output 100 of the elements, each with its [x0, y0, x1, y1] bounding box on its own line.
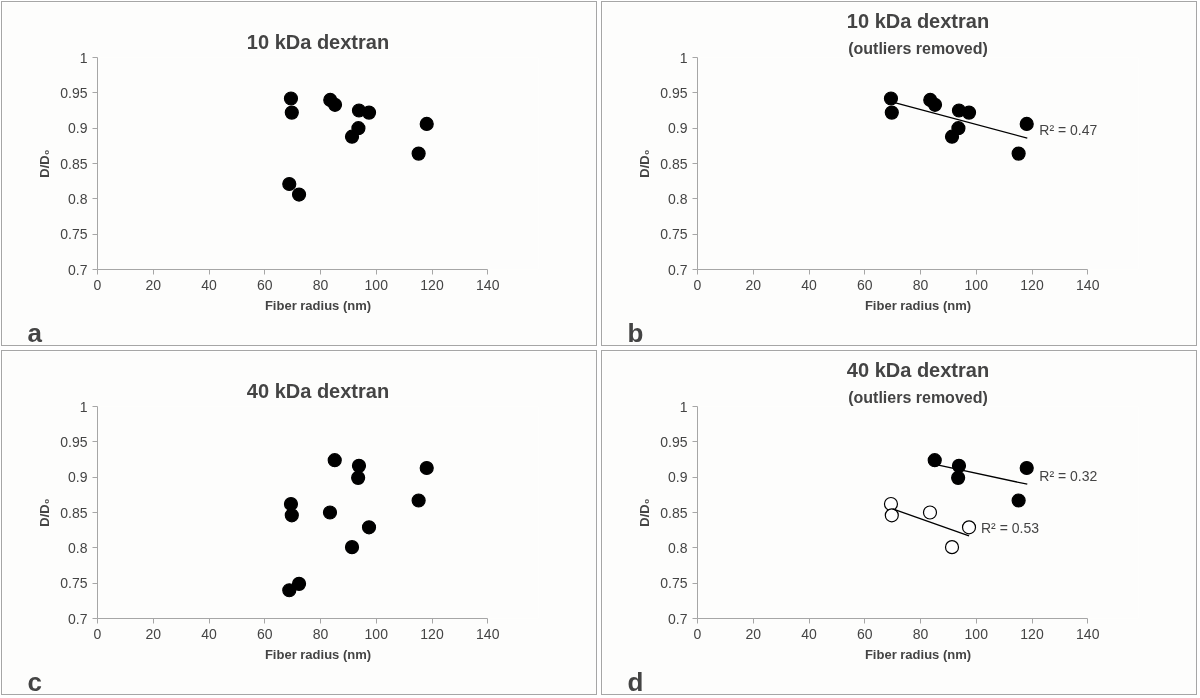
chart-title: 10 kDa dextran — [246, 30, 390, 53]
x-tick-label: 80 — [312, 276, 329, 293]
y-tick-label: 1 — [79, 398, 88, 415]
point — [361, 105, 377, 120]
x-tick-label: 60 — [856, 625, 873, 642]
x-tick-label: 80 — [912, 276, 929, 293]
x-axis-title: Fiber radius (nm) — [864, 646, 972, 662]
y-tick-label: 0.9 — [668, 469, 688, 486]
point — [322, 505, 338, 520]
point — [283, 91, 299, 106]
x-tick-label: 0 — [93, 276, 102, 293]
y-axis-title: D/D₀ — [637, 498, 653, 527]
chart-title: 10 kDa dextran — [846, 9, 990, 32]
point — [282, 583, 297, 598]
point — [419, 460, 434, 476]
y-tick-label: 1 — [679, 398, 688, 415]
x-tick-label: 140 — [476, 625, 500, 642]
point — [351, 458, 367, 473]
x-tick-label: 100 — [964, 276, 989, 293]
point — [884, 105, 899, 120]
point — [927, 453, 942, 468]
x-tick-label: 80 — [312, 625, 329, 642]
y-tick-label: 0.8 — [68, 190, 88, 207]
annotation: R² = 0.32 — [1039, 468, 1098, 485]
chart-subtitle: (outliers removed) — [848, 388, 988, 406]
y-tick-label: 0.9 — [68, 469, 88, 486]
y-tick-label: 0.75 — [660, 226, 688, 243]
x-tick-label: 140 — [1076, 276, 1100, 293]
y-tick-label: 0.8 — [668, 190, 688, 207]
point — [883, 91, 899, 106]
x-tick-label: 40 — [201, 276, 217, 293]
text: d — [627, 666, 644, 697]
point — [344, 540, 360, 555]
x-tick-label: 20 — [745, 625, 762, 642]
point — [344, 129, 360, 144]
y-axis-title: D/D₀ — [37, 149, 53, 178]
point — [327, 453, 342, 468]
point — [351, 470, 366, 485]
y-tick-label: 0.95 — [660, 84, 688, 101]
x-tick-label: 20 — [145, 625, 162, 642]
chart-subtitle: (outliers removed) — [848, 39, 988, 57]
x-tick-label: 20 — [145, 276, 162, 293]
point — [922, 505, 938, 520]
y-tick-label: 0.85 — [660, 504, 688, 521]
annotation: R² = 0.53 — [981, 519, 1040, 536]
point — [284, 105, 299, 120]
point — [411, 146, 426, 161]
x-tick-label: 40 — [801, 276, 817, 293]
y-tick-label: 0.7 — [68, 261, 88, 278]
x-tick-label: 140 — [476, 276, 500, 293]
x-tick-label: 0 — [93, 625, 102, 642]
x-tick-label: 0 — [693, 625, 702, 642]
x-tick-label: 100 — [364, 625, 389, 642]
text: a — [27, 317, 43, 348]
x-tick-label: 80 — [912, 625, 929, 642]
y-tick-label: 1 — [79, 49, 88, 66]
point — [951, 470, 966, 485]
point — [327, 97, 343, 112]
y-axis-title: D/D₀ — [37, 498, 53, 527]
x-tick-label: 40 — [801, 625, 817, 642]
x-tick-label: 120 — [420, 276, 444, 293]
point — [944, 129, 960, 144]
y-tick-label: 0.85 — [60, 504, 88, 521]
text: c — [27, 666, 42, 697]
point — [884, 508, 899, 523]
y-tick-label: 0.85 — [60, 155, 88, 172]
x-tick-label: 100 — [964, 625, 989, 642]
y-tick-label: 0.9 — [668, 120, 688, 137]
y-tick-label: 0.7 — [668, 261, 688, 278]
x-tick-label: 60 — [256, 625, 273, 642]
x-tick-label: 120 — [1020, 276, 1044, 293]
point — [282, 176, 297, 192]
point — [1019, 116, 1034, 132]
x-tick-label: 100 — [364, 276, 389, 293]
y-tick-label: 0.75 — [60, 226, 88, 243]
point — [291, 187, 307, 202]
point — [1011, 146, 1026, 161]
y-tick-label: 0.75 — [660, 575, 688, 592]
point — [1019, 460, 1034, 476]
x-tick-label: 120 — [1020, 625, 1044, 642]
point — [944, 540, 960, 555]
y-tick-label: 0.7 — [68, 610, 88, 627]
x-axis-title: Fiber radius (nm) — [864, 297, 972, 313]
x-tick-label: 140 — [1076, 625, 1100, 642]
point — [284, 508, 299, 523]
point — [419, 116, 434, 132]
y-tick-label: 0.75 — [60, 575, 88, 592]
y-tick-label: 0.95 — [60, 433, 88, 450]
x-tick-label: 0 — [693, 276, 702, 293]
point — [411, 493, 426, 508]
y-tick-label: 0.95 — [60, 84, 88, 101]
point — [927, 97, 943, 112]
annotation: R² = 0.47 — [1039, 122, 1098, 139]
text: b — [627, 317, 644, 348]
y-tick-label: 0.9 — [68, 120, 88, 137]
chart-title: 40 kDa dextran — [246, 379, 390, 402]
y-axis-title: D/D₀ — [637, 149, 653, 178]
y-tick-label: 0.7 — [668, 610, 688, 627]
point — [961, 105, 977, 120]
x-tick-label: 120 — [420, 625, 444, 642]
